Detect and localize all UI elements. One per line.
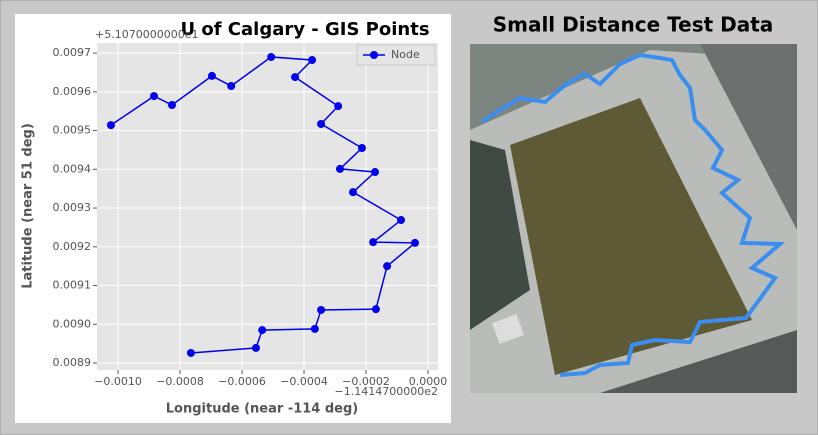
y-tick-label: 0.0093 xyxy=(53,201,92,214)
x-tick-label: −0.0002 xyxy=(342,375,390,388)
x-tick-label: −0.0006 xyxy=(218,375,266,388)
point xyxy=(334,102,343,111)
point xyxy=(348,188,357,197)
point xyxy=(370,168,379,177)
legend-box xyxy=(356,44,436,66)
point xyxy=(227,82,236,91)
point xyxy=(410,238,419,247)
point xyxy=(335,164,344,173)
y-tick-label: 0.0095 xyxy=(53,124,92,137)
point xyxy=(369,238,378,247)
point xyxy=(150,92,159,101)
legend-marker xyxy=(370,51,378,59)
chart: 0.0089 0.0090 0.0091 0.0092 0.0093 0.0094 0.00… xyxy=(53,43,448,388)
point xyxy=(397,216,406,225)
image-title: Small Distance Test Data xyxy=(493,13,774,37)
y-tick-label: 0.0094 xyxy=(53,162,92,175)
point xyxy=(383,262,392,271)
point xyxy=(251,343,260,352)
x-axis-label: Longitude (near -114 deg) xyxy=(166,402,359,417)
y-tick-label: 0.0092 xyxy=(53,240,92,253)
point xyxy=(186,348,195,357)
chart-title: U of Calgary - GIS Points xyxy=(180,19,429,40)
point xyxy=(308,56,317,65)
y-tick-label: 0.0090 xyxy=(53,317,92,330)
point xyxy=(167,100,176,109)
y-tick-label: 0.0096 xyxy=(53,85,92,98)
point xyxy=(357,143,366,152)
point xyxy=(310,324,319,333)
aerial-image xyxy=(470,44,797,393)
point xyxy=(267,52,276,61)
x-tick-label: −0.0008 xyxy=(156,375,204,388)
x-offset-label: −1.1414700000e2 xyxy=(335,385,438,398)
y-tick-label: 0.0097 xyxy=(53,46,92,59)
x-tick-label: −0.0010 xyxy=(94,375,142,388)
point xyxy=(207,71,216,80)
y-tick-label: 0.0089 xyxy=(53,356,92,369)
x-tick-label: −0.0004 xyxy=(280,375,328,388)
point xyxy=(106,121,115,130)
point xyxy=(317,305,326,314)
y-offset-label: +5.1070000000e1 xyxy=(95,28,198,41)
y-tick-label: 0.0091 xyxy=(53,279,92,292)
point xyxy=(291,73,300,82)
legend-label: Node xyxy=(391,48,420,61)
point xyxy=(258,326,267,335)
point xyxy=(317,119,326,128)
point xyxy=(371,305,380,314)
x-tick-label: 0.0000 xyxy=(409,375,448,388)
y-axis-label: Latitude (near 51 deg) xyxy=(21,123,36,289)
